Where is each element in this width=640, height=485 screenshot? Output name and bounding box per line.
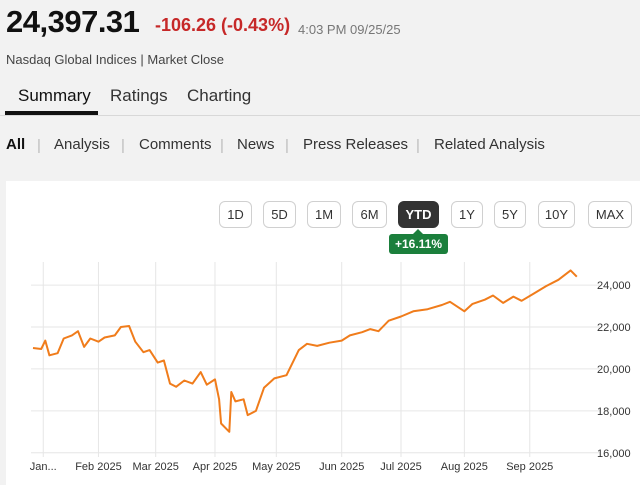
range-10y-button[interactable]: 10Y [538,201,575,228]
y-tick-label: 16,000 [597,448,631,460]
active-tab-indicator [5,111,98,115]
x-tick-label: Apr 2025 [193,461,238,473]
y-tick-label: 24,000 [597,280,631,292]
filter-related-analysis[interactable]: Related Analysis [434,136,545,153]
x-tick-label: Jul 2025 [380,461,422,473]
filter-all[interactable]: All [6,136,26,153]
range-1y-button[interactable]: 1Y [451,201,483,228]
filter-separator: | [416,137,420,154]
range-5y-button[interactable]: 5Y [494,201,526,228]
exchange-status: Nasdaq Global Indices | Market Close [6,52,224,67]
filter-analysis[interactable]: Analysis [54,136,110,153]
filter-separator: | [220,137,224,154]
chart-card [6,181,640,485]
filter-separator: | [37,137,41,154]
y-tick-label: 22,000 [597,322,631,334]
x-tick-label: Sep 2025 [506,461,553,473]
main-tabs: Summary Ratings Charting [0,86,640,118]
filter-separator: | [285,137,289,154]
price-change: -106.26 (-0.43%) [155,15,291,35]
quote-header: 24,397.31 -106.26 (-0.43%) 4:03 PM 09/25… [0,0,640,180]
range-max-button[interactable]: MAX [588,201,632,228]
ytd-performance-badge: +16.11% [389,229,448,254]
index-price: 24,397.31 [6,4,140,39]
x-tick-label: Jun 2025 [319,461,364,473]
tab-charting[interactable]: Charting [187,86,252,105]
tab-ratings[interactable]: Ratings [110,86,168,105]
x-tick-label: May 2025 [252,461,300,473]
range-1d-button[interactable]: 1D [219,201,252,228]
x-tick-label: Aug 2025 [441,461,488,473]
tabs-divider [0,115,640,116]
x-tick-label: Feb 2025 [75,461,121,473]
quote-time: 4:03 PM 09/25/25 [298,22,401,37]
x-tick-label: Mar 2025 [132,461,178,473]
tab-summary[interactable]: Summary [18,86,91,105]
filter-press-releases[interactable]: Press Releases [303,136,409,153]
series-line [32,269,578,433]
news-filter-nav: All | Analysis | Comments | News | Press… [0,136,640,156]
filter-comments[interactable]: Comments [139,136,212,153]
x-tick-label: Jan... [30,461,57,473]
filter-separator: | [121,137,125,154]
range-1m-button[interactable]: 1M [307,201,341,228]
range-5d-button[interactable]: 5D [263,201,296,228]
range-ytd-button[interactable]: YTD [398,201,439,228]
range-6m-button[interactable]: 6M [352,201,387,228]
filter-news[interactable]: News [237,136,275,153]
y-tick-label: 18,000 [597,406,631,418]
y-tick-label: 20,000 [597,364,631,376]
